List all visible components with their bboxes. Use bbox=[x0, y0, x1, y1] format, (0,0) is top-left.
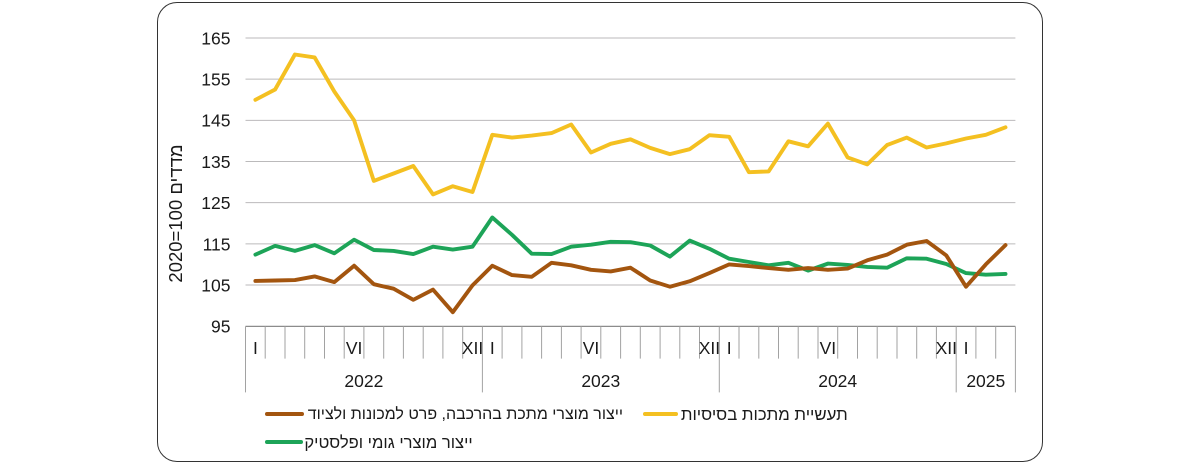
svg-text:115: 115 bbox=[203, 234, 231, 254]
svg-text:VI: VI bbox=[346, 338, 363, 358]
svg-text:2022: 2022 bbox=[344, 371, 383, 391]
svg-text:155: 155 bbox=[201, 70, 230, 90]
svg-text:135: 135 bbox=[201, 152, 230, 172]
svg-text:I: I bbox=[490, 338, 495, 358]
svg-text:VI: VI bbox=[583, 338, 600, 358]
svg-text:XII: XII bbox=[462, 338, 483, 358]
svg-text:VI: VI bbox=[820, 338, 837, 358]
svg-text:2024: 2024 bbox=[818, 371, 857, 391]
svg-text:2023: 2023 bbox=[581, 371, 620, 391]
svg-text:2025: 2025 bbox=[966, 371, 1005, 391]
svg-text:145: 145 bbox=[201, 111, 230, 131]
svg-text:I: I bbox=[253, 338, 258, 358]
svg-text:105: 105 bbox=[201, 275, 230, 295]
svg-text:XII: XII bbox=[699, 338, 720, 358]
svg-text:165: 165 bbox=[201, 28, 230, 48]
svg-text:95: 95 bbox=[211, 317, 230, 337]
svg-text:125: 125 bbox=[201, 193, 230, 213]
svg-text:I: I bbox=[964, 338, 969, 358]
svg-text:I: I bbox=[727, 338, 732, 358]
svg-text:XII: XII bbox=[936, 338, 957, 358]
